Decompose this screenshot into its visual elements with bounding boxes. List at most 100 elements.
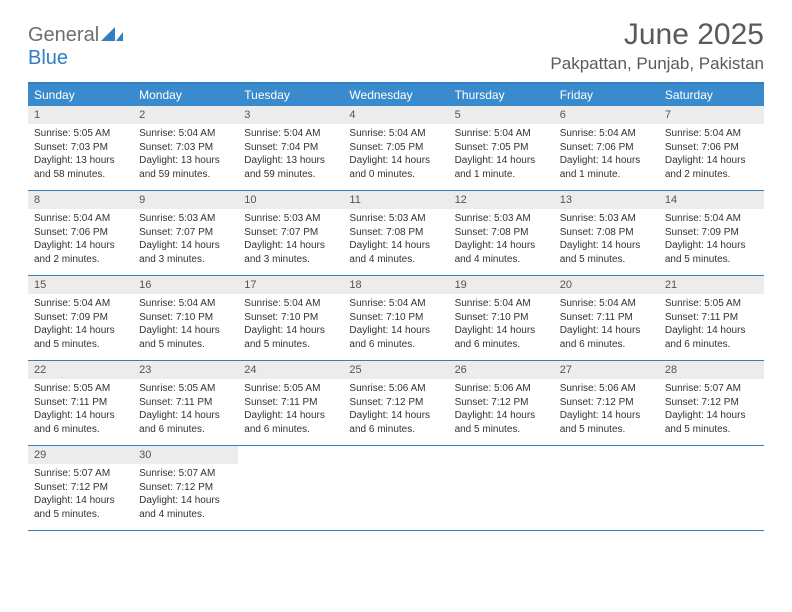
day-body: Sunrise: 5:04 AMSunset: 7:09 PMDaylight:… <box>28 294 133 351</box>
sunset-text: Sunset: 7:05 PM <box>349 141 442 155</box>
day-body: Sunrise: 5:03 AMSunset: 7:07 PMDaylight:… <box>238 209 343 266</box>
daylight-text: Daylight: 14 hours and 6 minutes. <box>665 324 758 351</box>
daylight-text: Daylight: 14 hours and 3 minutes. <box>139 239 232 266</box>
day-number: 25 <box>343 361 448 379</box>
title-block: June 2025 Pakpattan, Punjab, Pakistan <box>550 18 764 74</box>
day-body: Sunrise: 5:05 AMSunset: 7:11 PMDaylight:… <box>659 294 764 351</box>
daylight-text: Daylight: 14 hours and 5 minutes. <box>560 409 653 436</box>
empty-cell <box>449 446 554 530</box>
sunset-text: Sunset: 7:07 PM <box>244 226 337 240</box>
header: General Blue June 2025 Pakpattan, Punjab… <box>28 18 764 74</box>
sunset-text: Sunset: 7:05 PM <box>455 141 548 155</box>
day-cell: 13Sunrise: 5:03 AMSunset: 7:08 PMDayligh… <box>554 191 659 275</box>
weekday-row: SundayMondayTuesdayWednesdayThursdayFrid… <box>28 84 764 106</box>
sunrise-text: Sunrise: 5:04 AM <box>455 127 548 141</box>
day-number: 4 <box>343 106 448 124</box>
daylight-text: Daylight: 14 hours and 6 minutes. <box>455 324 548 351</box>
sunrise-text: Sunrise: 5:05 AM <box>244 382 337 396</box>
day-number: 16 <box>133 276 238 294</box>
week-row: 8Sunrise: 5:04 AMSunset: 7:06 PMDaylight… <box>28 190 764 275</box>
sunrise-text: Sunrise: 5:06 AM <box>349 382 442 396</box>
day-cell: 3Sunrise: 5:04 AMSunset: 7:04 PMDaylight… <box>238 106 343 190</box>
location: Pakpattan, Punjab, Pakistan <box>550 54 764 74</box>
day-number: 20 <box>554 276 659 294</box>
day-number: 28 <box>659 361 764 379</box>
sunrise-text: Sunrise: 5:04 AM <box>139 297 232 311</box>
daylight-text: Daylight: 14 hours and 3 minutes. <box>244 239 337 266</box>
sunset-text: Sunset: 7:07 PM <box>139 226 232 240</box>
daylight-text: Daylight: 13 hours and 58 minutes. <box>34 154 127 181</box>
day-number: 10 <box>238 191 343 209</box>
logo-sail-icon <box>101 27 123 41</box>
sunset-text: Sunset: 7:06 PM <box>34 226 127 240</box>
daylight-text: Daylight: 14 hours and 4 minutes. <box>139 494 232 521</box>
sunset-text: Sunset: 7:10 PM <box>455 311 548 325</box>
logo-line2: Blue <box>28 47 68 69</box>
day-number: 29 <box>28 446 133 464</box>
day-number: 7 <box>659 106 764 124</box>
daylight-text: Daylight: 14 hours and 5 minutes. <box>665 239 758 266</box>
logo-line1: General <box>28 24 99 46</box>
day-number: 18 <box>343 276 448 294</box>
day-body: Sunrise: 5:06 AMSunset: 7:12 PMDaylight:… <box>343 379 448 436</box>
day-cell: 23Sunrise: 5:05 AMSunset: 7:11 PMDayligh… <box>133 361 238 445</box>
day-body: Sunrise: 5:05 AMSunset: 7:11 PMDaylight:… <box>133 379 238 436</box>
day-body: Sunrise: 5:03 AMSunset: 7:08 PMDaylight:… <box>554 209 659 266</box>
daylight-text: Daylight: 14 hours and 5 minutes. <box>665 409 758 436</box>
day-body: Sunrise: 5:07 AMSunset: 7:12 PMDaylight:… <box>133 464 238 521</box>
day-body: Sunrise: 5:06 AMSunset: 7:12 PMDaylight:… <box>554 379 659 436</box>
sunrise-text: Sunrise: 5:04 AM <box>560 297 653 311</box>
weekday-friday: Friday <box>554 84 659 106</box>
day-body: Sunrise: 5:07 AMSunset: 7:12 PMDaylight:… <box>659 379 764 436</box>
day-number: 30 <box>133 446 238 464</box>
day-cell: 22Sunrise: 5:05 AMSunset: 7:11 PMDayligh… <box>28 361 133 445</box>
daylight-text: Daylight: 14 hours and 1 minute. <box>455 154 548 181</box>
day-body: Sunrise: 5:05 AMSunset: 7:03 PMDaylight:… <box>28 124 133 181</box>
sunset-text: Sunset: 7:12 PM <box>665 396 758 410</box>
day-body: Sunrise: 5:04 AMSunset: 7:10 PMDaylight:… <box>238 294 343 351</box>
day-cell: 2Sunrise: 5:04 AMSunset: 7:03 PMDaylight… <box>133 106 238 190</box>
calendar: SundayMondayTuesdayWednesdayThursdayFrid… <box>28 82 764 531</box>
daylight-text: Daylight: 14 hours and 5 minutes. <box>34 494 127 521</box>
day-body: Sunrise: 5:05 AMSunset: 7:11 PMDaylight:… <box>238 379 343 436</box>
day-number: 3 <box>238 106 343 124</box>
weeks-container: 1Sunrise: 5:05 AMSunset: 7:03 PMDaylight… <box>28 106 764 530</box>
sunrise-text: Sunrise: 5:05 AM <box>665 297 758 311</box>
day-cell: 20Sunrise: 5:04 AMSunset: 7:11 PMDayligh… <box>554 276 659 360</box>
daylight-text: Daylight: 14 hours and 6 minutes. <box>34 409 127 436</box>
day-cell: 9Sunrise: 5:03 AMSunset: 7:07 PMDaylight… <box>133 191 238 275</box>
day-number: 26 <box>449 361 554 379</box>
daylight-text: Daylight: 14 hours and 4 minutes. <box>349 239 442 266</box>
daylight-text: Daylight: 13 hours and 59 minutes. <box>139 154 232 181</box>
empty-cell <box>554 446 659 530</box>
day-body: Sunrise: 5:06 AMSunset: 7:12 PMDaylight:… <box>449 379 554 436</box>
weekday-wednesday: Wednesday <box>343 84 448 106</box>
day-cell: 8Sunrise: 5:04 AMSunset: 7:06 PMDaylight… <box>28 191 133 275</box>
sunset-text: Sunset: 7:11 PM <box>34 396 127 410</box>
month-title: June 2025 <box>550 18 764 52</box>
daylight-text: Daylight: 14 hours and 6 minutes. <box>560 324 653 351</box>
sunrise-text: Sunrise: 5:07 AM <box>139 467 232 481</box>
sunset-text: Sunset: 7:12 PM <box>349 396 442 410</box>
day-body: Sunrise: 5:03 AMSunset: 7:08 PMDaylight:… <box>449 209 554 266</box>
day-number: 11 <box>343 191 448 209</box>
sunset-text: Sunset: 7:03 PM <box>34 141 127 155</box>
day-cell: 26Sunrise: 5:06 AMSunset: 7:12 PMDayligh… <box>449 361 554 445</box>
day-cell: 7Sunrise: 5:04 AMSunset: 7:06 PMDaylight… <box>659 106 764 190</box>
daylight-text: Daylight: 14 hours and 5 minutes. <box>139 324 232 351</box>
sunrise-text: Sunrise: 5:03 AM <box>139 212 232 226</box>
day-number: 22 <box>28 361 133 379</box>
day-number: 19 <box>449 276 554 294</box>
sunrise-text: Sunrise: 5:06 AM <box>455 382 548 396</box>
day-body: Sunrise: 5:04 AMSunset: 7:06 PMDaylight:… <box>28 209 133 266</box>
day-cell: 30Sunrise: 5:07 AMSunset: 7:12 PMDayligh… <box>133 446 238 530</box>
sunrise-text: Sunrise: 5:04 AM <box>349 297 442 311</box>
sunrise-text: Sunrise: 5:05 AM <box>139 382 232 396</box>
sunrise-text: Sunrise: 5:05 AM <box>34 127 127 141</box>
week-row: 1Sunrise: 5:05 AMSunset: 7:03 PMDaylight… <box>28 106 764 190</box>
day-cell: 1Sunrise: 5:05 AMSunset: 7:03 PMDaylight… <box>28 106 133 190</box>
day-cell: 14Sunrise: 5:04 AMSunset: 7:09 PMDayligh… <box>659 191 764 275</box>
sunrise-text: Sunrise: 5:04 AM <box>34 297 127 311</box>
sunrise-text: Sunrise: 5:03 AM <box>455 212 548 226</box>
sunset-text: Sunset: 7:11 PM <box>244 396 337 410</box>
